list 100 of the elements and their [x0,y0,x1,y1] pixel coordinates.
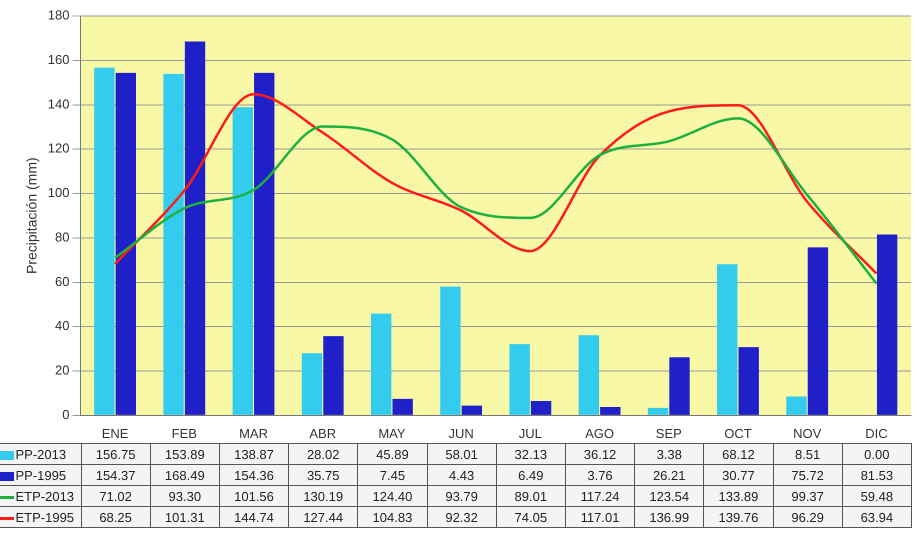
bar [371,314,392,415]
data-label: 92.32 [427,506,496,528]
x-tick-label: ENE [102,426,129,441]
data-label: 123.54 [634,486,704,506]
data-label: 32.13 [496,444,566,464]
data-label: 124.40 [358,486,428,506]
data-label: 154.36 [219,464,289,486]
data-label: 30.77 [704,464,774,486]
y-tick-label: 160 [48,52,70,67]
y-tick-label: 180 [48,8,70,23]
data-label: 59.48 [842,486,912,506]
bar [323,336,344,415]
data-label: 26.21 [634,464,704,486]
legend-label: PP-1995 [0,464,81,486]
x-tick-label: FEB [172,426,197,441]
bar [184,42,206,415]
data-label: 89.01 [496,486,566,506]
data-label: 8.51 [773,444,842,464]
data-label: 101.56 [219,486,289,506]
data-label: 28.02 [288,444,358,464]
legend-label: ETP-1995 [0,506,81,528]
data-label: 4.43 [427,464,496,486]
data-label: 117.01 [565,506,635,528]
legend-label: ETP-2013 [0,486,81,506]
data-label: 133.89 [704,486,774,506]
y-tick-label: 20 [55,362,70,378]
x-tick-label: ABR [309,426,336,441]
data-label: 156.75 [81,444,150,464]
y-axis-title: Precipitación (mm) [23,157,40,274]
data-label: 68.12 [704,444,774,464]
x-tick-label: MAY [378,426,406,441]
x-tick-label: JUN [448,426,474,441]
bar [509,344,530,415]
data-label: 153.89 [150,444,220,464]
data-label: 136.99 [634,506,704,528]
line-series [114,117,878,285]
x-tick-label: MAR [239,426,268,441]
data-label: 144.74 [219,506,289,528]
data-label: 138.87 [219,444,289,464]
data-label: 7.45 [358,464,428,486]
data-label: 71.02 [81,486,150,506]
data-label: 75.72 [773,464,842,486]
x-tick-label: DIC [865,426,888,441]
x-tick-label: SEP [656,426,682,441]
data-label: 0.00 [842,444,912,464]
bar [808,247,828,415]
data-label: 154.37 [81,464,150,486]
bar [530,401,552,415]
y-tick-label: 80 [55,229,70,244]
bar [669,357,690,415]
y-tick-label: 120 [48,140,70,156]
data-label: 127.44 [288,506,358,528]
data-label: 35.75 [288,464,358,486]
bar [717,264,738,415]
bar [116,72,136,415]
data-label: 168.49 [150,464,220,486]
x-tick-label: AGO [585,426,614,441]
data-label: 63.94 [842,506,912,528]
data-label: 139.76 [704,506,774,528]
legend-label: PP-2013 [0,444,81,464]
y-tick-label: 40 [55,318,70,334]
y-tick-label: 140 [48,96,70,112]
x-tick-label: JUL [518,426,542,441]
data-label: 104.83 [358,506,428,528]
data-label: 74.05 [496,506,566,528]
y-tick-label: 100 [48,185,70,200]
bar [876,234,898,415]
bar [163,74,184,415]
line-series [114,92,878,275]
x-tick-label: NOV [793,426,822,441]
data-label: 3.38 [634,444,704,464]
bar [600,407,620,415]
data-label: 101.31 [150,506,220,528]
data-label: 36.12 [565,444,635,464]
data-label: 45.89 [358,444,428,464]
bar [578,335,600,415]
bar [392,398,413,415]
data-label: 93.79 [427,486,496,506]
data-label: 93.30 [150,486,220,506]
data-label: 6.49 [496,464,566,486]
bar [440,286,461,415]
data-label: 117.24 [565,486,635,506]
bar [786,396,807,415]
data-label: 99.37 [773,486,842,506]
bar [648,408,668,415]
bar [738,347,759,415]
data-label: 3.76 [565,464,635,486]
data-label: 68.25 [81,506,150,528]
data-label: 96.29 [773,506,842,528]
y-tick-label: 0 [62,406,70,422]
data-label: 130.19 [288,486,358,506]
bar [462,406,482,415]
data-label: 58.01 [427,444,496,464]
bar [94,68,115,415]
y-tick-label: 60 [55,274,70,289]
bar [302,353,322,415]
bar [232,107,253,415]
bar [254,72,274,415]
x-tick-label: OCT [724,426,752,441]
data-label: 81.53 [842,464,912,486]
